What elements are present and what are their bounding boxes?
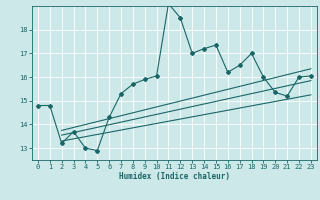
X-axis label: Humidex (Indice chaleur): Humidex (Indice chaleur)	[119, 172, 230, 181]
